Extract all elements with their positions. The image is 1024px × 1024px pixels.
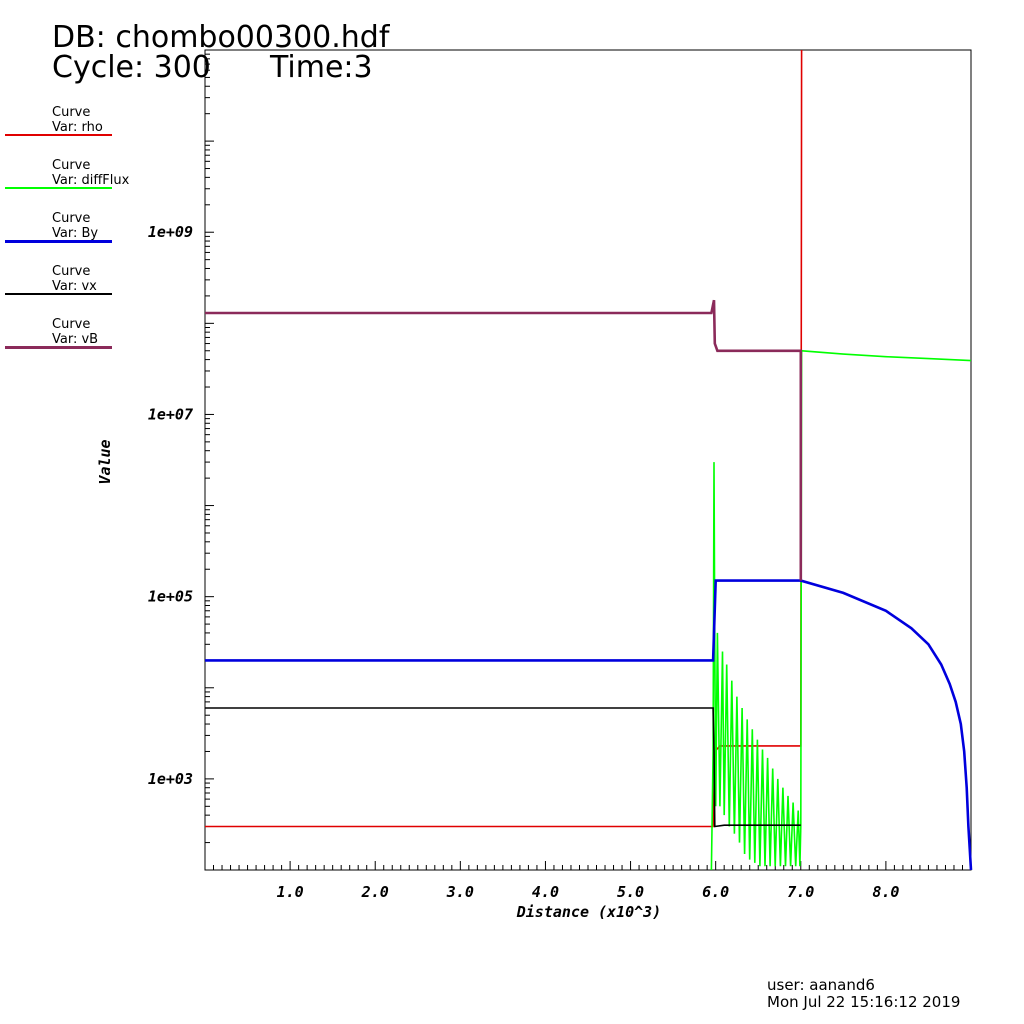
legend-curve-label: Curve (52, 158, 91, 173)
legend-var-label: Var: By (52, 226, 99, 241)
legend-item-vx: Curve Var: vx (5, 264, 113, 314)
legend-curve-label: Curve (52, 105, 91, 120)
series-line-by (205, 579, 973, 871)
y-tick-label: 1e+07 (148, 405, 193, 423)
timestamp-label: Mon Jul 22 15:16:12 2019 (767, 993, 961, 1011)
legend-item-by: Curve Var: By (5, 211, 113, 261)
legend-curve-label: Curve (52, 211, 91, 226)
y-axis-ticks: 1e+03 1e+05 1e+07 1e+09 (148, 223, 193, 788)
legend-item-rho: Curve Var: rho (5, 105, 113, 155)
legend-curve-label: Curve (52, 264, 91, 279)
x-tick-label: 6.0 (702, 883, 729, 901)
x-tick-label: 1.0 (277, 883, 304, 901)
x-axis-title: Distance (x10^3) (516, 903, 662, 921)
x-tick-label: 8.0 (872, 883, 899, 901)
legend-swatch (5, 346, 112, 349)
time-label: Time:3 (270, 50, 373, 85)
database-title: DB: chombo00300.hdf (52, 20, 390, 55)
legend-var-label: Var: vx (52, 279, 97, 294)
series-line-vb (205, 299, 803, 581)
y-tick-label: 1e+05 (148, 588, 193, 606)
legend-item-diffflux: Curve Var: diffFlux (5, 158, 129, 208)
legend-swatch (5, 187, 112, 189)
legend-item-vb: Curve Var: vB (5, 317, 113, 367)
series-line-vx (205, 707, 801, 828)
series-line-diffflux (710, 349, 972, 871)
plot-frame (204, 49, 972, 871)
series-line-rho (205, 49, 803, 828)
legend-swatch (5, 240, 112, 243)
y-tick-label: 1e+03 (148, 770, 193, 788)
x-tick-label: 5.0 (617, 883, 644, 901)
cycle-label: Cycle: 300 (52, 50, 211, 85)
series-layer (205, 49, 973, 871)
legend-var-label: Var: vB (52, 332, 99, 347)
legend-var-label: Var: rho (52, 120, 103, 135)
x-tick-label: 3.0 (446, 883, 474, 901)
legend-swatch (5, 134, 112, 136)
legend-curve-label: Curve (52, 317, 91, 332)
legend-var-label: Var: diffFlux (52, 173, 130, 188)
axis-minor-ticks (205, 53, 963, 870)
y-axis-title: Value (96, 439, 114, 484)
legend-swatch (5, 293, 112, 295)
user-label: user: aanand6 (767, 976, 875, 994)
y-tick-label: 1e+09 (148, 223, 193, 241)
x-tick-label: 2.0 (361, 883, 389, 901)
x-tick-label: 4.0 (532, 883, 559, 901)
x-axis-ticks: 1.0 2.0 3.0 4.0 5.0 6.0 7.0 8.0 (277, 883, 900, 901)
x-tick-label: 7.0 (787, 883, 814, 901)
